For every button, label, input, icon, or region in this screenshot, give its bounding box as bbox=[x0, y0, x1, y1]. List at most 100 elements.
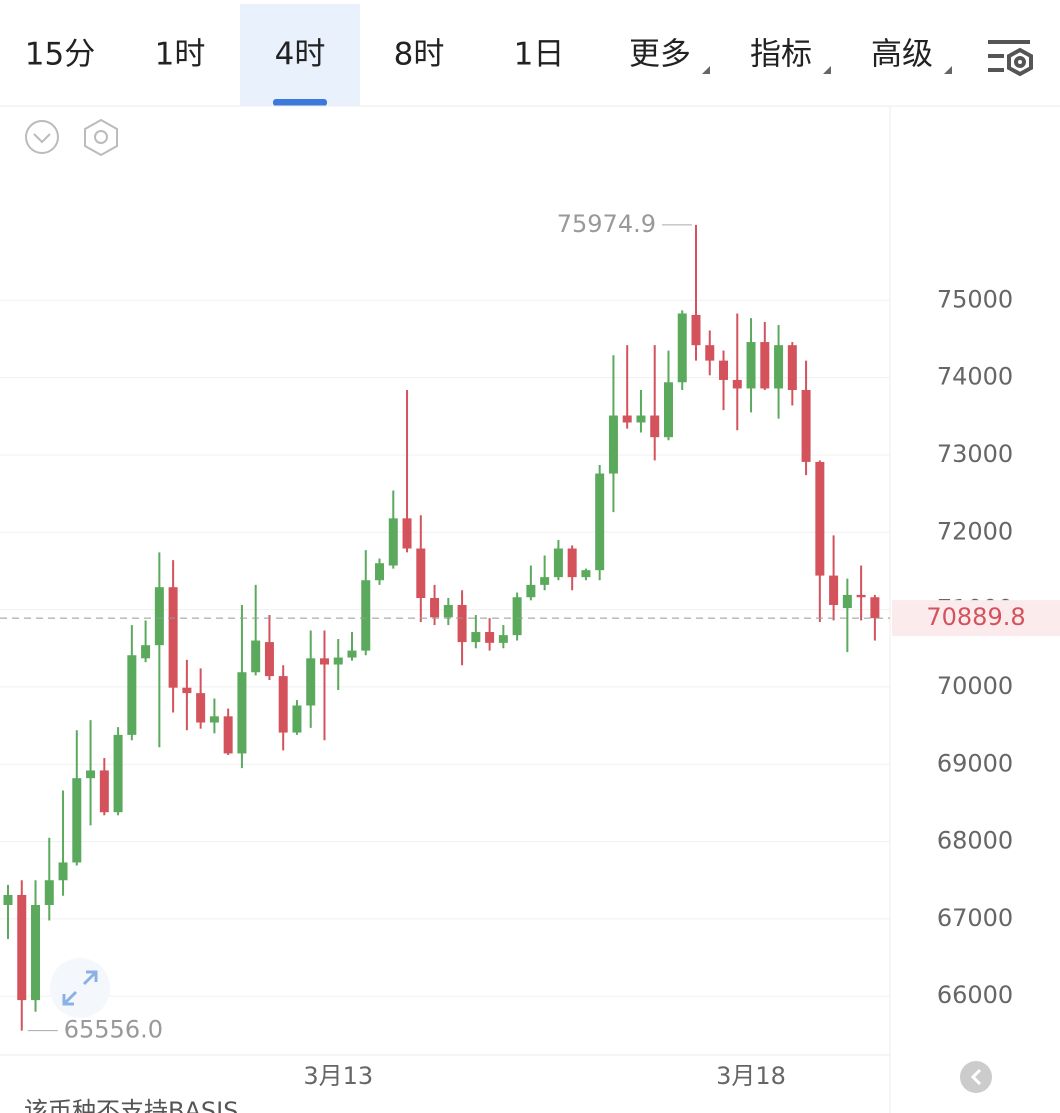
x-tick-label: 3月18 bbox=[716, 1062, 786, 1090]
candle-body bbox=[581, 570, 591, 578]
candle-body bbox=[746, 342, 756, 389]
candle-body bbox=[86, 770, 96, 779]
candle-body bbox=[760, 342, 770, 389]
tab[interactable]: 指标 bbox=[750, 37, 812, 73]
min-label: 65556.0 bbox=[64, 1016, 163, 1044]
y-tick-label: 66000 bbox=[937, 981, 1013, 1009]
candle-body bbox=[471, 632, 481, 643]
y-tick-label: 70000 bbox=[937, 672, 1013, 700]
candle-body bbox=[705, 345, 715, 361]
candle-body bbox=[264, 642, 274, 677]
candle-body bbox=[622, 415, 632, 423]
candle-body bbox=[402, 518, 412, 549]
candle-body bbox=[443, 604, 453, 618]
candle-body bbox=[361, 580, 371, 651]
y-tick-label: 68000 bbox=[937, 827, 1013, 855]
candle-body bbox=[719, 360, 729, 380]
candle-body bbox=[17, 894, 27, 1001]
candle-body bbox=[168, 587, 178, 688]
candle-body bbox=[457, 604, 467, 643]
tab[interactable]: 1时 bbox=[155, 37, 206, 73]
candle-body bbox=[141, 645, 151, 659]
tab[interactable]: 高级 bbox=[871, 37, 933, 73]
candle-body bbox=[278, 676, 288, 733]
reset-button[interactable] bbox=[960, 1061, 992, 1093]
candle-body bbox=[31, 904, 41, 1001]
candle-body bbox=[127, 655, 137, 735]
y-tick-label: 73000 bbox=[937, 440, 1013, 468]
tab[interactable]: 4时 bbox=[275, 37, 326, 73]
candle-body bbox=[416, 548, 426, 599]
candle-body bbox=[375, 563, 385, 581]
y-tick-label: 75000 bbox=[937, 285, 1013, 313]
candle-body bbox=[292, 705, 302, 733]
candle-body bbox=[829, 575, 839, 605]
tab[interactable]: 8时 bbox=[394, 37, 445, 73]
candle-body bbox=[498, 635, 508, 643]
last-price-box bbox=[892, 600, 1060, 637]
hide-icon[interactable] bbox=[84, 118, 118, 157]
settings-icon[interactable] bbox=[988, 40, 1033, 77]
candle-body bbox=[787, 345, 797, 391]
tab[interactable]: 更多 bbox=[629, 37, 691, 73]
candle-body bbox=[237, 672, 247, 754]
y-tick-label: 74000 bbox=[937, 363, 1013, 391]
dropdown-marker bbox=[702, 66, 710, 74]
candle-body bbox=[99, 770, 109, 813]
candle-body bbox=[636, 415, 646, 423]
candle-body bbox=[3, 894, 13, 905]
candle-body bbox=[595, 473, 605, 571]
candle-body bbox=[526, 584, 536, 598]
candle-body bbox=[540, 577, 550, 585]
y-tick-label: 69000 bbox=[937, 749, 1013, 777]
dropdown-marker bbox=[823, 66, 831, 74]
y-tick-label: 67000 bbox=[937, 904, 1013, 932]
candle-body bbox=[856, 594, 866, 598]
candle-body bbox=[608, 415, 618, 474]
candle-body bbox=[223, 716, 233, 754]
candle-body bbox=[306, 658, 316, 706]
candle-body bbox=[113, 734, 123, 813]
collapse-icon[interactable] bbox=[25, 120, 59, 154]
x-tick-label: 3月13 bbox=[303, 1062, 373, 1090]
candle-body bbox=[44, 880, 54, 905]
candle-body bbox=[251, 640, 261, 673]
candle-body bbox=[732, 379, 742, 389]
candle-body bbox=[663, 382, 673, 438]
candle-body bbox=[196, 693, 206, 723]
candle-body bbox=[815, 461, 825, 576]
active-tab-bg bbox=[240, 4, 360, 106]
max-label: 75974.9 bbox=[557, 210, 656, 238]
candle-body bbox=[774, 345, 784, 389]
candle-body bbox=[485, 632, 495, 643]
candle-body bbox=[388, 518, 398, 566]
candle-body bbox=[182, 687, 192, 694]
candle-body bbox=[209, 716, 219, 723]
candle-body bbox=[553, 548, 563, 578]
candle-body bbox=[319, 658, 329, 665]
candle-body bbox=[58, 862, 68, 881]
active-tab-indicator bbox=[273, 99, 327, 106]
tab[interactable]: 15分 bbox=[25, 37, 95, 73]
candle-body bbox=[691, 315, 701, 346]
candle-body bbox=[347, 650, 357, 658]
y-tick-label: 72000 bbox=[937, 517, 1013, 545]
dropdown-marker bbox=[944, 66, 952, 74]
last-price-label: 70889.8 bbox=[926, 603, 1025, 631]
footer-note: 该币种不支持BASIS bbox=[24, 1097, 238, 1113]
candle-body bbox=[870, 597, 880, 619]
candle-body bbox=[72, 778, 82, 863]
expand-icon[interactable] bbox=[50, 958, 110, 1018]
candle-body bbox=[650, 415, 660, 438]
candle-body bbox=[430, 598, 440, 618]
candle-body bbox=[842, 594, 852, 609]
candle-body bbox=[333, 657, 343, 665]
chart-layer: 6600067000680006900070000710007200073000… bbox=[0, 210, 1060, 1090]
candle-body bbox=[567, 548, 577, 578]
candle-body bbox=[154, 587, 164, 646]
tab[interactable]: 1日 bbox=[514, 37, 565, 73]
candle-body bbox=[801, 390, 811, 462]
candle-body bbox=[677, 313, 687, 383]
